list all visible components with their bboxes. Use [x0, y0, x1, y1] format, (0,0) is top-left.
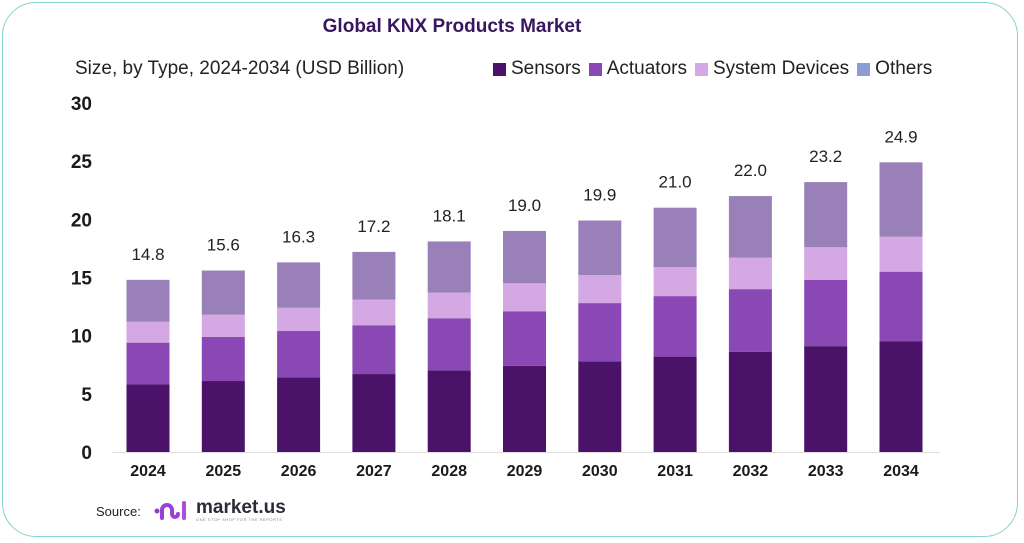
bar-segment-others [201, 270, 245, 315]
bar-segment-sensors [352, 374, 396, 452]
bar-segment-others [879, 162, 923, 237]
bar-segment-actuators [277, 331, 321, 378]
y-tick-label: 0 [81, 443, 92, 464]
bar-segment-actuators [126, 342, 170, 385]
chart-title: Global KNX Products Market [322, 16, 582, 37]
legend-item-actuators: Actuators [588, 58, 687, 80]
bar-segment-actuators [578, 303, 622, 362]
y-tick-label: 10 [71, 327, 92, 348]
bar-segment-others [126, 279, 170, 322]
legend-swatch [588, 62, 602, 76]
total-data-label: 19.0 [508, 196, 541, 215]
legend-label: Sensors [511, 58, 581, 79]
total-data-label: 17.2 [357, 217, 390, 236]
total-data-label: 24.9 [884, 127, 917, 146]
total-data-label: 19.9 [583, 185, 616, 204]
logo-brand: market.us [196, 496, 286, 518]
x-tick-label: 2034 [883, 463, 919, 480]
market-us-logo: market.us ONE STOP SHOP FOR THE REPORTS [153, 498, 286, 522]
bar-segment-others [578, 220, 622, 276]
source-label: Source: [96, 504, 141, 519]
bar-segment-system-devices [879, 236, 923, 272]
bar-segment-system-devices [804, 247, 848, 280]
x-tick-label: 2029 [507, 463, 543, 480]
total-data-label: 15.6 [207, 236, 240, 255]
legend-swatch [694, 62, 708, 76]
bar-segment-actuators [728, 289, 772, 352]
total-data-label: 16.3 [282, 227, 315, 246]
bar-segment-actuators [352, 325, 396, 375]
bar-segment-system-devices [578, 275, 622, 304]
bar-segment-actuators [201, 336, 245, 382]
x-tick-label: 2027 [356, 463, 392, 480]
bar-segment-sensors [578, 361, 622, 452]
bar-segment-others [277, 262, 321, 308]
bar-segment-others [804, 182, 848, 248]
bar-segment-system-devices [653, 267, 697, 297]
bar-segment-sensors [804, 346, 848, 452]
bar-segment-sensors [201, 381, 245, 452]
legend-label: Actuators [606, 58, 687, 79]
y-tick-label: 20 [71, 210, 92, 231]
legend-label: System Devices [712, 58, 850, 79]
total-data-label: 18.1 [433, 206, 466, 225]
chart-frame [2, 2, 1018, 537]
bar-segment-actuators [503, 311, 546, 366]
bar-segment-system-devices [503, 283, 546, 312]
y-tick-label: 25 [71, 152, 93, 173]
bar-segment-others [503, 230, 546, 284]
y-tick-label: 30 [71, 94, 92, 115]
bar-segment-system-devices [201, 314, 245, 337]
bar-segment-others [653, 207, 697, 268]
bar-segment-sensors [653, 356, 697, 452]
total-data-label: 23.2 [809, 147, 842, 166]
legend-swatch [857, 62, 871, 76]
bar-segment-sensors [879, 341, 923, 452]
legend-label: Others [875, 58, 933, 79]
bar-segment-sensors [503, 365, 546, 452]
x-tick-label: 2033 [808, 463, 844, 480]
y-tick-label: 15 [71, 269, 93, 290]
legend-item-others: Others [857, 58, 932, 80]
bar-segment-others [352, 251, 396, 300]
legend-swatch [493, 62, 506, 76]
total-data-label: 14.8 [131, 245, 164, 264]
bar-segment-actuators [804, 279, 848, 347]
logo-icon [154, 501, 186, 520]
x-tick-label: 2030 [582, 463, 618, 480]
bar-segment-sensors [427, 370, 471, 452]
bar-segment-system-devices [728, 257, 772, 290]
total-data-label: 21.0 [659, 173, 692, 192]
bar-segment-system-devices [352, 299, 396, 326]
legend: Sensors Actuators System Devices Others [493, 58, 932, 80]
bar-segment-actuators [879, 271, 923, 342]
x-tick-label: 2024 [130, 463, 166, 480]
legend-item-system-devices: System Devices [694, 58, 850, 80]
logo-tagline: ONE STOP SHOP FOR THE REPORTS [196, 516, 283, 522]
bar-segment-system-devices [427, 292, 471, 319]
bar-segment-system-devices [277, 307, 321, 332]
bar-segment-actuators [653, 296, 697, 357]
x-tick-label: 2031 [657, 463, 693, 480]
bar-segment-system-devices [126, 321, 170, 343]
bar-segment-sensors [126, 384, 170, 452]
bar-segment-actuators [427, 318, 471, 371]
chart-subtitle: Size, by Type, 2024-2034 (USD Billion) [75, 58, 405, 79]
x-tick-label: 2025 [206, 463, 242, 480]
bar-segment-sensors [728, 351, 772, 452]
bar-segment-others [728, 196, 772, 258]
bar-segment-others [427, 241, 471, 293]
bar-segment-sensors [277, 377, 321, 452]
total-data-label: 22.0 [734, 161, 767, 180]
x-tick-label: 2028 [431, 463, 467, 480]
x-tick-label: 2026 [281, 463, 317, 480]
y-tick-label: 5 [81, 385, 92, 406]
x-tick-label: 2032 [733, 463, 769, 480]
legend-item-sensors: Sensors [493, 58, 581, 80]
